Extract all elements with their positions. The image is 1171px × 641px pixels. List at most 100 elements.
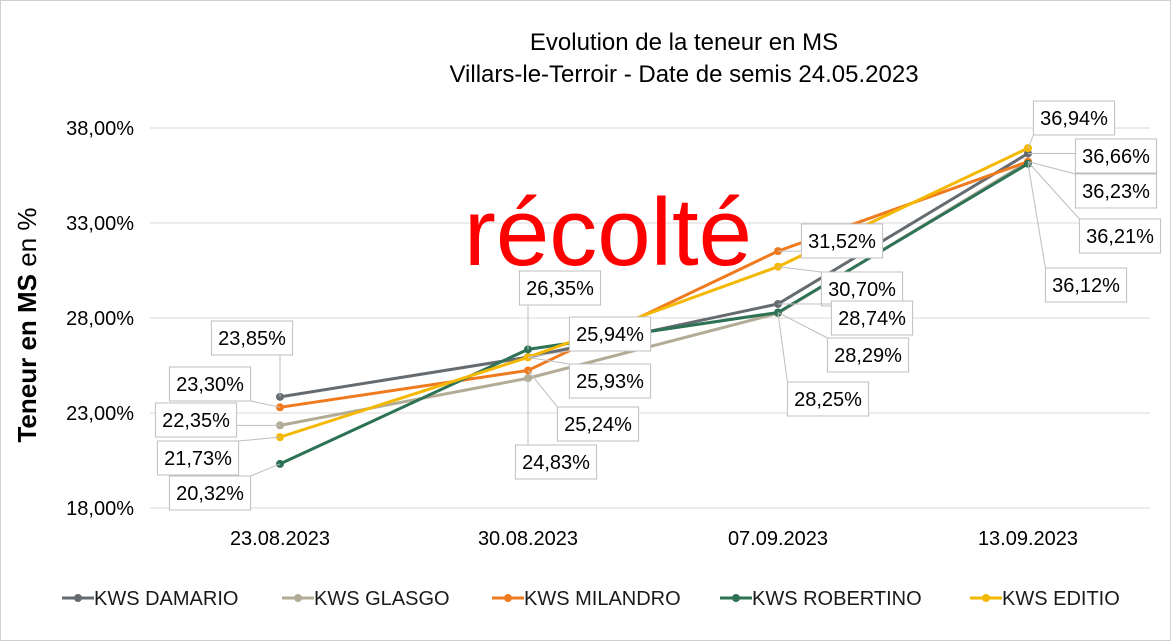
data-label-text: 21,73%	[164, 448, 232, 470]
data-label-box	[168, 475, 252, 511]
legend-label: KWS ROBERTINO	[752, 588, 922, 610]
data-label-text: 36,23%	[1082, 181, 1150, 203]
data-label-leader	[1027, 161, 1076, 175]
x-axis-ticks: 23.08.2023 30.08.2023 07.09.2023 13.09.2023	[230, 528, 1078, 550]
data-label: 28,25%	[777, 313, 870, 417]
data-label-text: 28,25%	[794, 389, 862, 411]
legend-swatch-marker	[982, 594, 990, 602]
data-label-box	[154, 402, 238, 438]
data-label: 22,35%	[154, 402, 280, 438]
data-label-box	[830, 300, 914, 336]
data-label-leader	[527, 356, 570, 365]
data-label: 36,21%	[1027, 161, 1162, 254]
data-label-box	[1032, 100, 1116, 136]
data-label-box	[1078, 218, 1162, 254]
data-label-text: 36,21%	[1086, 226, 1154, 248]
data-label-box	[1074, 138, 1158, 174]
harvested-annotation: récolté	[464, 179, 752, 286]
data-labels-layer: 23,85% 23,30% 22,35% 21,73% 20,32% 26,35% 25,9…	[154, 100, 1162, 511]
data-label-box	[826, 337, 910, 373]
y-axis-label-bold: Teneur en MS	[12, 274, 42, 443]
data-label-box	[1074, 173, 1158, 209]
data-label: 30,70%	[777, 266, 904, 307]
data-label: 36,66%	[1028, 138, 1158, 174]
data-label-box	[514, 444, 598, 480]
data-label: 21,73%	[156, 436, 281, 476]
data-label-box	[168, 366, 252, 402]
data-label: 36,12%	[1027, 163, 1128, 303]
data-label: 23,30%	[168, 366, 281, 408]
data-label-text: 25,24%	[564, 414, 632, 436]
legend-label: KWS DAMARIO	[94, 588, 238, 610]
data-label-text: 28,74%	[838, 308, 906, 330]
legend-item-kws-robertino: KWS ROBERTINO	[720, 588, 922, 610]
y-axis-ticks: 18,00% 23,00% 28,00% 33,00% 38,00%	[66, 118, 134, 520]
data-label-box	[518, 270, 602, 306]
legend-item-kws-milandro: KWS MILANDRO	[492, 588, 681, 610]
y-tick-label: 18,00%	[66, 498, 134, 520]
legend-label: KWS EDITIO	[1002, 588, 1120, 610]
series-kws-editio	[276, 144, 1032, 442]
data-label: 25,24%	[527, 370, 640, 442]
data-label-text: 36,12%	[1052, 275, 1120, 297]
data-label-text: 22,35%	[162, 410, 230, 432]
data-label-leader	[238, 436, 281, 442]
y-tick-label: 23,00%	[66, 403, 134, 425]
data-label: 31,52%	[778, 223, 884, 259]
data-label: 25,93%	[527, 356, 652, 399]
data-label: 28,74%	[778, 300, 914, 336]
data-label-box	[210, 320, 294, 356]
legend-swatch-marker	[504, 594, 512, 602]
data-label: 20,32%	[168, 463, 281, 511]
legend-item-kws-glasgo: KWS GLASGO	[282, 588, 450, 610]
chart-title: Evolution de la teneur en MS	[530, 29, 838, 56]
y-axis-label: Teneur en MS en %	[12, 207, 42, 442]
data-label-box	[820, 271, 904, 307]
legend-item-kws-damario: KWS DAMARIO	[62, 588, 238, 610]
data-label: 36,94%	[1027, 100, 1116, 149]
data-label: 24,83%	[514, 378, 598, 480]
data-label-leader	[1027, 163, 1046, 269]
legend-label: KWS GLASGO	[314, 588, 450, 610]
y-tick-label: 28,00%	[66, 308, 134, 330]
y-tick-label: 38,00%	[66, 118, 134, 140]
data-label: 25,94%	[527, 316, 652, 358]
y-tick-label: 33,00%	[66, 213, 134, 235]
data-label-leader	[777, 313, 788, 383]
legend-swatch-marker	[294, 594, 302, 602]
legend-item-kws-editio: KWS EDITIO	[970, 588, 1120, 610]
data-label-text: 23,85%	[218, 328, 286, 350]
data-label-leader	[250, 463, 281, 477]
data-label-text: 31,52%	[808, 231, 876, 253]
legend-swatch-marker	[732, 594, 740, 602]
data-label-leader	[1027, 161, 1080, 220]
data-label-box	[568, 363, 652, 399]
data-label-leader	[527, 350, 570, 358]
data-label-text: 36,66%	[1082, 146, 1150, 168]
x-tick-label: 30.08.2023	[478, 528, 578, 550]
data-label-text: 26,35%	[526, 278, 594, 300]
data-label-text: 25,93%	[576, 371, 644, 393]
x-tick-label: 07.09.2023	[728, 528, 828, 550]
data-label-leader	[527, 370, 558, 408]
series-line	[279, 162, 1029, 466]
data-label-text: 25,94%	[576, 324, 644, 346]
data-label-leader	[1027, 134, 1034, 149]
data-label-leader	[250, 400, 281, 408]
data-label-text: 23,30%	[176, 374, 244, 396]
x-tick-label: 13.09.2023	[978, 528, 1078, 550]
data-label: 28,29%	[777, 312, 910, 373]
data-label-box	[568, 316, 652, 352]
data-label-text: 30,70%	[828, 279, 896, 301]
data-label-text: 36,94%	[1040, 108, 1108, 130]
y-axis-label-rest: en %	[12, 207, 42, 274]
data-label: 36,23%	[1027, 161, 1158, 209]
data-label-box	[800, 223, 884, 259]
data-label-box	[156, 440, 240, 476]
data-label: 23,85%	[210, 320, 294, 397]
series-line	[279, 146, 1029, 439]
data-label-text: 24,83%	[522, 452, 590, 474]
legend-label: KWS MILANDRO	[524, 588, 681, 610]
data-label-box	[1044, 267, 1128, 303]
